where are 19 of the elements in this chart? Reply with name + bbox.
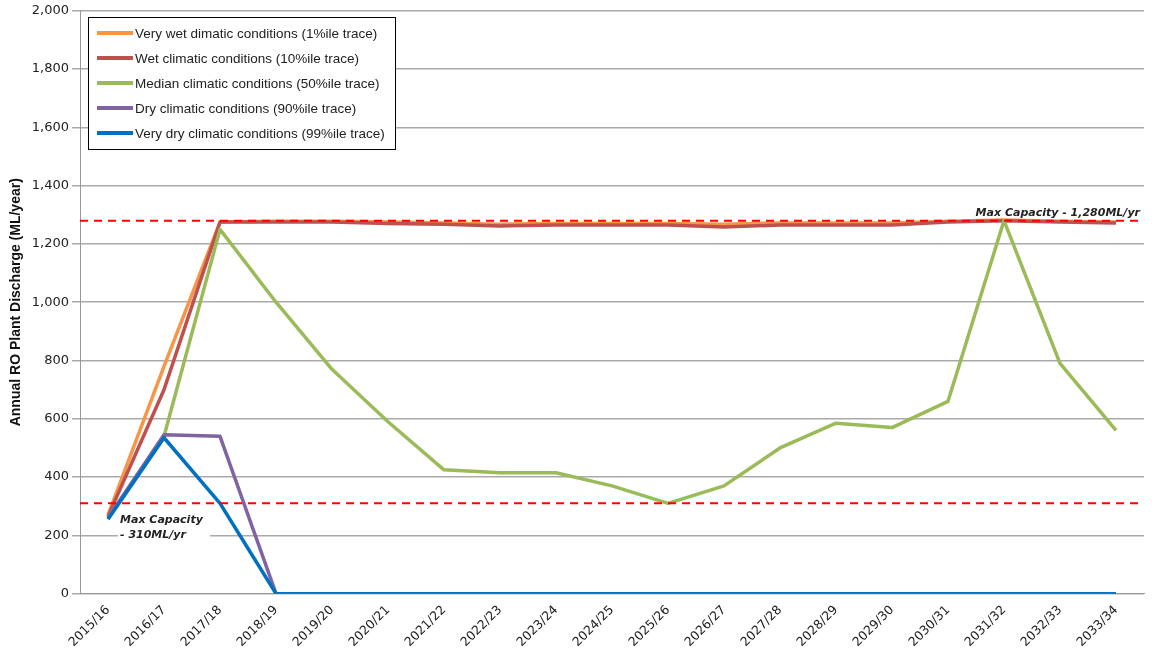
y-tick-label: 1,000	[31, 293, 70, 309]
ref-line-label: Max Capacity - 310ML/yr	[120, 513, 204, 542]
y-tick-label: 400	[44, 468, 70, 484]
y-tick-label: 1,200	[31, 235, 70, 251]
ref-line-label: Max Capacity - 1,280ML/yr	[975, 205, 1141, 219]
y-tick-label: 600	[44, 410, 70, 426]
legend-label: Dry climatic conditions (90%ile trace)	[135, 100, 357, 116]
y-axis-title: Annual RO Plant Discharge (ML/year)	[7, 178, 24, 427]
y-tick-label: 2,000	[31, 2, 70, 18]
y-tick-label: 1,400	[31, 177, 70, 193]
legend-label: Very dry climatic conditions (99%ile trace)	[135, 125, 385, 141]
y-tick-label: 0	[60, 585, 70, 601]
y-tick-label: 800	[44, 351, 70, 367]
y-tick-label: 200	[44, 526, 70, 542]
y-tick-label: 1,800	[31, 60, 70, 76]
legend-label: Median climatic conditions (50%ile trace)	[135, 75, 380, 91]
y-tick-label: 1,600	[31, 118, 70, 134]
legend-label: Wet climatic conditions (10%ile trace)	[135, 50, 360, 66]
legend-label: Very wet dimatic conditions (1%ile trace)	[135, 25, 378, 41]
